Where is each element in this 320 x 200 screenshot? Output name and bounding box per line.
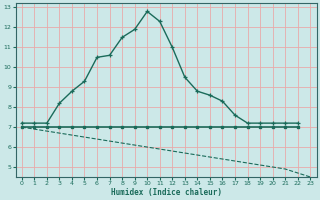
X-axis label: Humidex (Indice chaleur): Humidex (Indice chaleur) xyxy=(110,188,221,197)
